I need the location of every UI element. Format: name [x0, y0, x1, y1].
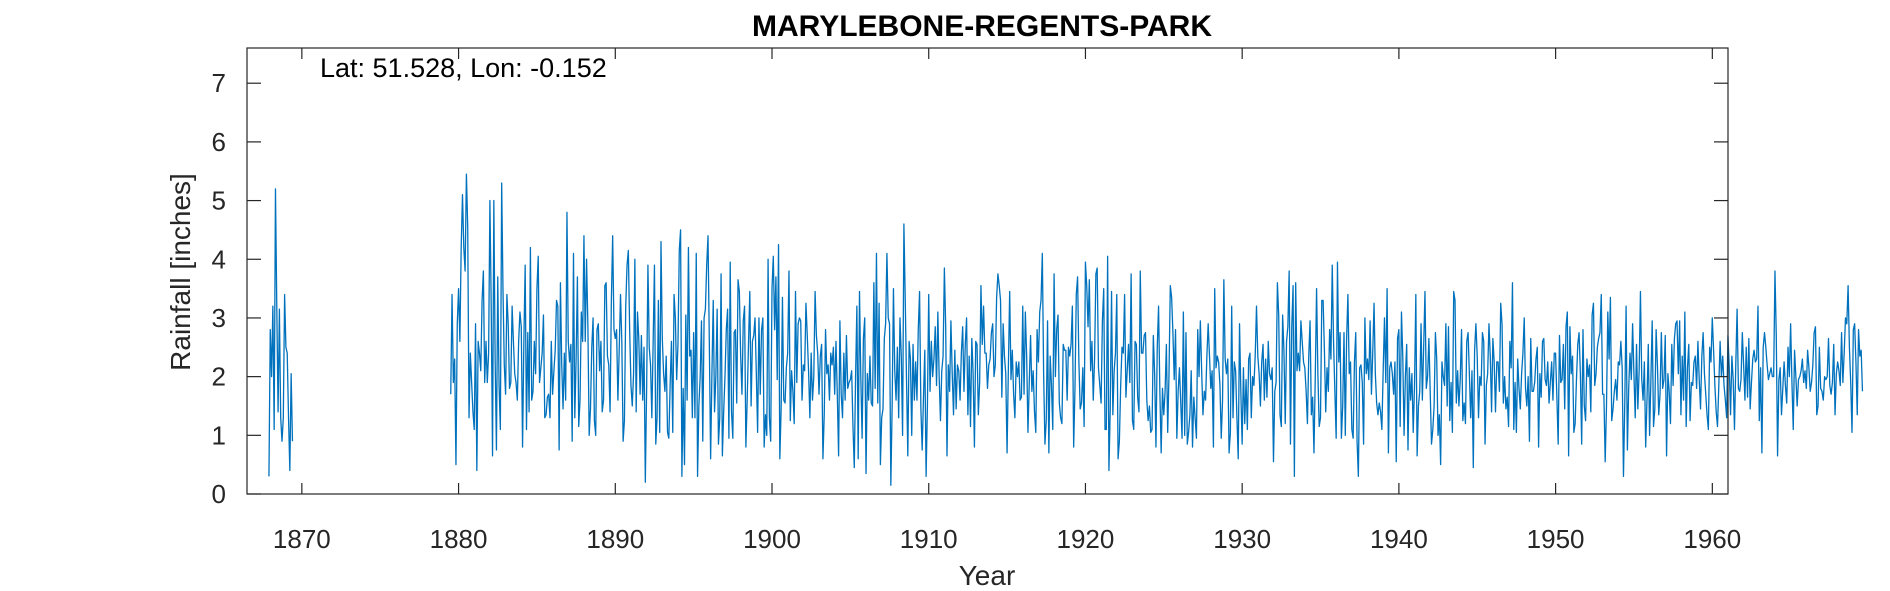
x-tick-label-1900: 1900	[743, 524, 801, 554]
x-axis-label: Year	[959, 560, 1016, 591]
axes-background	[247, 48, 1728, 494]
location-annotation: Lat: 51.528, Lon: -0.152	[320, 53, 607, 83]
y-tick-label-4: 4	[212, 244, 226, 274]
x-tick-label-1930: 1930	[1213, 524, 1271, 554]
y-tick-label-6: 6	[212, 127, 226, 157]
chart-title: MARYLEBONE-REGENTS-PARK	[752, 10, 1212, 43]
y-tick-label-7: 7	[212, 68, 226, 98]
x-tick-label-1910: 1910	[900, 524, 958, 554]
x-tick-label-1950: 1950	[1527, 524, 1585, 554]
x-tick-label-1920: 1920	[1057, 524, 1115, 554]
rainfall-line-segment-1	[268, 188, 294, 477]
axes-box	[246, 47, 1729, 495]
y-tick-label-1: 1	[212, 420, 226, 450]
x-tick-label-1960: 1960	[1683, 524, 1741, 554]
y-tick-label-5: 5	[212, 186, 226, 216]
x-tick-label-1890: 1890	[586, 524, 644, 554]
y-axis-ticks: 0 1 2 3 4 5 6 7	[212, 68, 1728, 509]
y-tick-label-0: 0	[212, 479, 226, 509]
plot-area	[246, 47, 1864, 495]
y-axis-label: Rainfall [inches]	[165, 173, 196, 371]
rainfall-line-segment-2	[450, 173, 1864, 486]
y-tick-label-3: 3	[212, 303, 226, 333]
x-axis-ticks: 1870 1880 1890 1900 1910 1920 1930 1940 1950 1960	[273, 48, 1741, 554]
y-tick-label-2: 2	[212, 362, 226, 392]
x-tick-label-1880: 1880	[430, 524, 488, 554]
x-tick-label-1870: 1870	[273, 524, 331, 554]
x-tick-label-1940: 1940	[1370, 524, 1428, 554]
